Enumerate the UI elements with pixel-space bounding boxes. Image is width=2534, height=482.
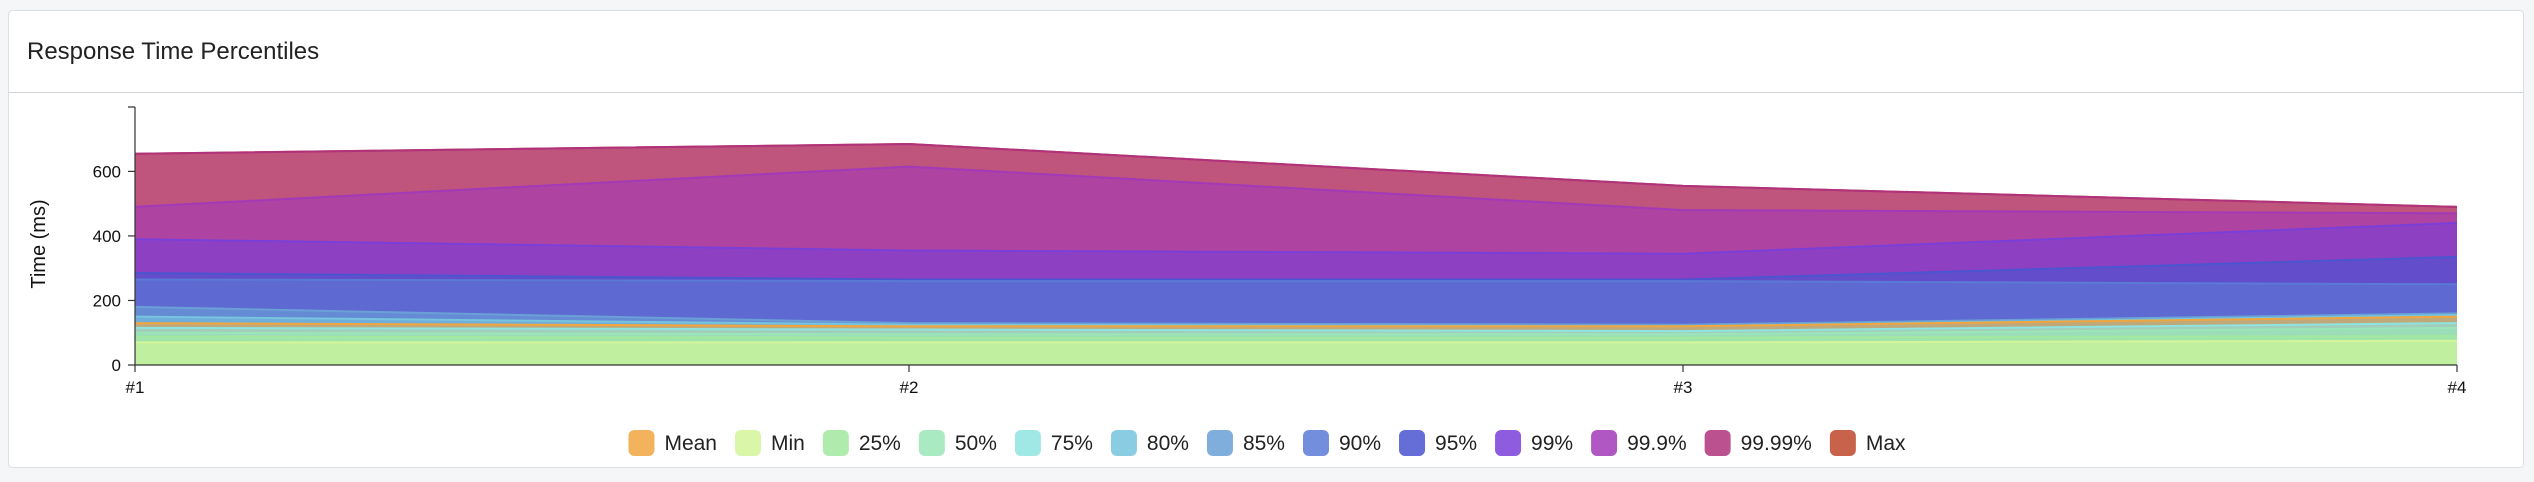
legend-item-25pct[interactable]: 25%	[822, 430, 901, 456]
line-99pct	[134, 222, 2458, 255]
legend-swatch	[1399, 430, 1426, 456]
legend-swatch	[1014, 430, 1041, 456]
legend-item-85pct[interactable]: 85%	[1206, 430, 1285, 456]
x-tick-label: #1	[126, 378, 145, 397]
axes-layer: 0 200 400 600 #1 #2 #3 #4 Time (ms)	[28, 106, 2467, 397]
legend-swatch	[1829, 430, 1856, 456]
line-90pct	[134, 278, 2458, 286]
legend-label: 80%	[1147, 432, 1189, 455]
legend-label: Mean	[664, 432, 717, 455]
line-99-99pct	[134, 142, 2458, 208]
legend: Mean Min 25% 50% 75% 80% 85% 90% 95% 99% 99.9% 99.9…	[628, 430, 1906, 456]
legend-item-80pct[interactable]: 80%	[1110, 430, 1189, 456]
legend-item-99pct[interactable]: 99%	[1495, 430, 1573, 456]
legend-label: 25%	[859, 432, 901, 455]
legend-label: 99.9%	[1627, 432, 1687, 455]
line-95pct	[134, 255, 2458, 281]
legend-label: 99%	[1531, 432, 1573, 455]
y-tick-label: 400	[93, 227, 121, 246]
area-min	[135, 340, 2457, 365]
x-tick-label: #4	[2448, 378, 2467, 397]
legend-label: Min	[771, 432, 805, 455]
response-time-chart: 0 200 400 600 #1 #2 #3 #4 Time (ms) Mean Min 25% 50…	[28, 106, 2467, 456]
y-axis-title: Time (ms)	[28, 199, 50, 288]
line-min	[135, 339, 2458, 344]
legend-label: 99.99%	[1741, 432, 1812, 455]
legend-item-75pct[interactable]: 75%	[1014, 430, 1093, 456]
legend-label: 50%	[955, 432, 997, 455]
line-99-9pct	[134, 165, 2458, 215]
legend-item-mean[interactable]: Mean	[628, 430, 717, 456]
legend-label: Max	[1866, 432, 1906, 455]
legend-swatch	[918, 430, 945, 456]
legend-item-95pct[interactable]: 95%	[1399, 430, 1477, 456]
line-mean	[134, 315, 2458, 328]
line-50pct	[134, 326, 2458, 336]
legend-swatch	[734, 430, 761, 456]
x-tick-label: #2	[900, 378, 919, 397]
legend-swatch	[1206, 430, 1233, 456]
line-85pct	[134, 305, 2458, 326]
y-tick-label: 200	[93, 291, 121, 310]
legend-item-50pct[interactable]: 50%	[918, 430, 997, 456]
legend-item-90pct[interactable]: 90%	[1302, 430, 1381, 456]
legend-label: 85%	[1243, 432, 1285, 455]
y-tick-label: 0	[112, 356, 121, 375]
legend-item-max[interactable]: Max	[1829, 430, 1906, 456]
legend-swatch	[1704, 430, 1731, 456]
legend-swatch	[1302, 430, 1329, 456]
legend-swatch	[1591, 430, 1618, 456]
legend-swatch	[822, 430, 849, 456]
line-75pct	[134, 322, 2458, 333]
card-title: Response Time Percentiles	[27, 37, 320, 65]
legend-swatch	[1110, 430, 1137, 456]
legend-swatch	[1495, 430, 1522, 456]
legend-swatch	[628, 430, 655, 456]
y-tick-label: 600	[93, 162, 121, 181]
legend-item-99-99pct[interactable]: 99.99%	[1704, 430, 1812, 456]
card-header: Response Time Percentiles	[9, 11, 2523, 93]
legend-label: 75%	[1051, 432, 1093, 455]
legend-label: 95%	[1435, 432, 1477, 455]
legend-item-99-9pct[interactable]: 99.9%	[1591, 430, 1687, 456]
legend-item-min[interactable]: Min	[734, 430, 805, 456]
areas-layer	[134, 142, 2458, 365]
legend-label: 90%	[1339, 432, 1381, 455]
line-25pct	[134, 335, 2458, 339]
response-time-card: Response Time Percentiles 0 200 400 600 #1 #2…	[8, 10, 2524, 468]
x-tick-label: #3	[1674, 378, 1693, 397]
